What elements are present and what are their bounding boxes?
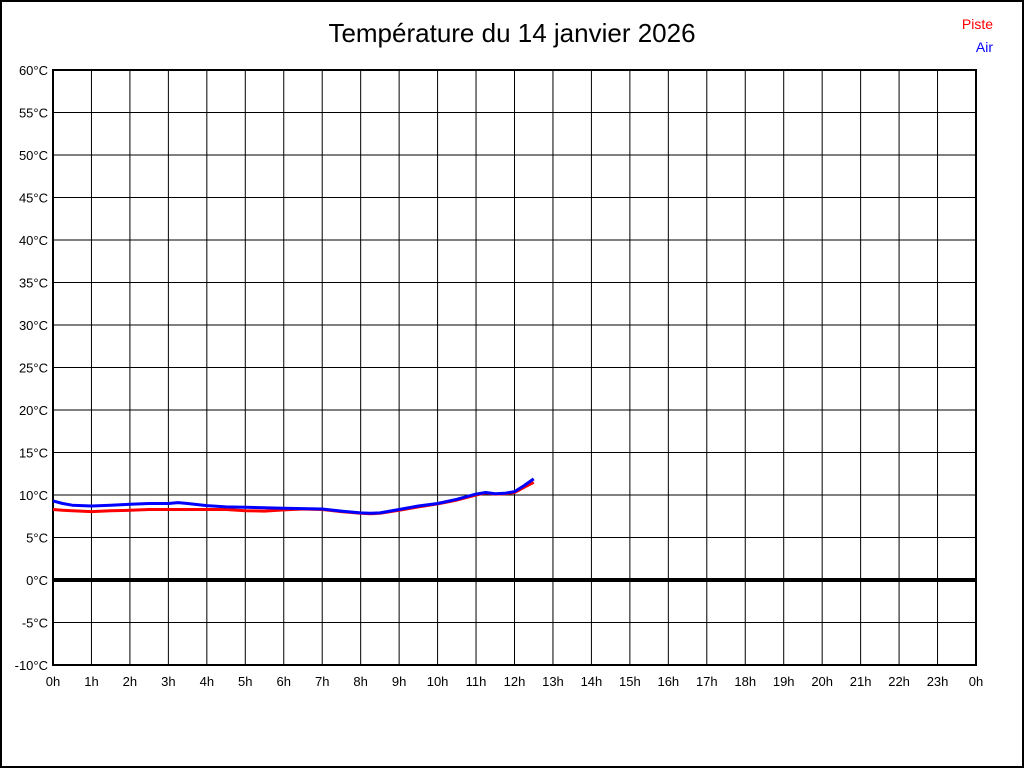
y-axis-label: 50°C xyxy=(19,148,48,163)
y-axis-label: -10°C xyxy=(15,658,48,673)
legend: Piste Air xyxy=(962,13,993,59)
x-axis-label: 1h xyxy=(84,674,98,689)
y-axis-label: 0°C xyxy=(26,573,48,588)
x-axis-label: 3h xyxy=(161,674,175,689)
gridlines xyxy=(52,69,977,666)
x-axis-label: 22h xyxy=(888,674,910,689)
x-axis-label: 8h xyxy=(353,674,367,689)
plot-border xyxy=(52,69,977,666)
x-axis-labels: 0h 1h 2h 3h 4h 5h 6h 7h 8h 9h 10h 11h 12h 13h 14h 15h 16… xyxy=(46,674,983,689)
y-axis-label: 45°C xyxy=(19,191,48,206)
x-axis-label: 20h xyxy=(811,674,833,689)
x-axis-label: 14h xyxy=(581,674,603,689)
x-axis-label: 7h xyxy=(315,674,329,689)
legend-item-air: Air xyxy=(975,39,993,55)
y-axis-label: 30°C xyxy=(19,318,48,333)
x-axis-label: 17h xyxy=(696,674,718,689)
series-line-air xyxy=(52,477,535,515)
y-axis-label: 35°C xyxy=(19,276,48,291)
x-axis-label: 19h xyxy=(773,674,795,689)
x-axis-label: 9h xyxy=(392,674,406,689)
x-axis-label: 23h xyxy=(927,674,949,689)
y-axis-label: -5°C xyxy=(22,616,48,631)
x-axis-label: 6h xyxy=(277,674,291,689)
y-axis-label: 15°C xyxy=(19,446,48,461)
y-axis-label: 60°C xyxy=(19,63,48,78)
x-axis-label: 10h xyxy=(427,674,449,689)
x-axis-label: 13h xyxy=(542,674,564,689)
y-axis-label: 55°C xyxy=(19,106,48,121)
x-axis-label: 12h xyxy=(504,674,526,689)
y-axis-labels: 60°C 55°C 50°C 45°C 40°C 35°C 30°C 25°C 20°C 15°C… xyxy=(15,63,48,673)
x-axis-label: 0h xyxy=(46,674,60,689)
y-axis-label: 25°C xyxy=(19,361,48,376)
y-axis-label: 20°C xyxy=(19,403,48,418)
x-axis-label: 16h xyxy=(657,674,679,689)
x-axis-label: 2h xyxy=(123,674,137,689)
x-axis-label: 21h xyxy=(850,674,872,689)
x-axis-label: 15h xyxy=(619,674,641,689)
x-axis-label: 5h xyxy=(238,674,252,689)
y-axis-label: 5°C xyxy=(26,531,48,546)
x-axis-label: 0h xyxy=(969,674,983,689)
chart-title: Température du 14 janvier 2026 xyxy=(328,18,696,48)
x-axis-label: 18h xyxy=(734,674,756,689)
x-axis-label: 11h xyxy=(466,674,487,689)
y-axis-label: 10°C xyxy=(19,488,48,503)
legend-item-piste: Piste xyxy=(961,16,993,32)
y-axis-label: 40°C xyxy=(19,233,48,248)
x-axis-label: 4h xyxy=(200,674,214,689)
